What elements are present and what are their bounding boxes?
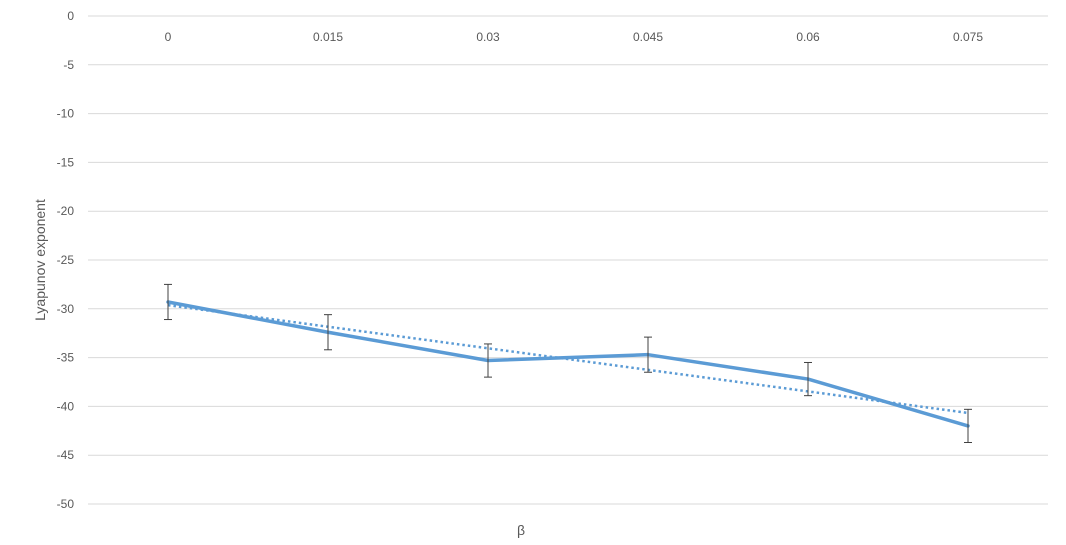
y-tick-label: -30 [57,302,75,316]
y-tick-label: -10 [57,107,75,121]
error-bar [804,361,812,397]
error-bar [964,408,972,444]
series-line [166,300,970,428]
x-tick-label: 0.015 [313,30,343,44]
x-tick-label: 0.045 [633,30,663,44]
error-bar [484,343,492,378]
x-axis-title: β [517,522,525,538]
gridlines [88,15,1048,505]
x-tick-label: 0 [165,30,172,44]
x-tick-labels: 0 0.015 0.03 0.045 0.06 0.075 [165,30,984,44]
y-tick-label: -45 [57,448,75,462]
y-tick-labels: 0 -5 -10 -15 -20 -25 -30 -35 -40 -45 -50 [57,9,75,511]
y-tick-label: -35 [57,351,75,365]
error-bar [644,336,652,373]
error-bars [164,283,972,444]
y-tick-label: -25 [57,253,75,267]
x-tick-label: 0.03 [476,30,500,44]
y-tick-label: -40 [57,399,75,413]
y-axis-title: Lyapunov exponent [32,199,48,321]
x-tick-label: 0.075 [953,30,983,44]
y-tick-label: -50 [57,497,75,511]
x-tick-label: 0.06 [796,30,820,44]
y-tick-label: -15 [57,155,75,169]
series-group [166,300,970,428]
error-bar [324,314,332,351]
y-tick-label: -5 [63,58,74,72]
y-tick-label: -20 [57,204,75,218]
y-tick-label: 0 [67,9,74,23]
error-bar [164,283,172,321]
